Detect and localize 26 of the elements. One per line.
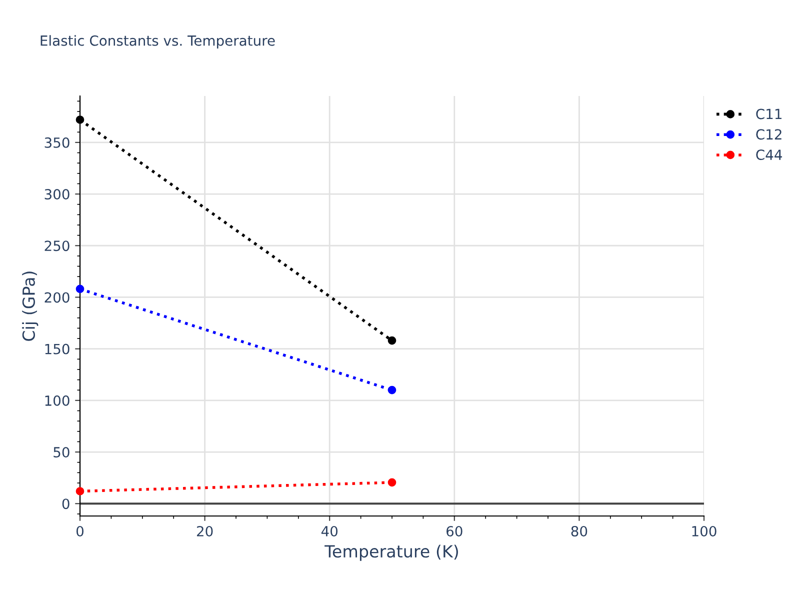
x-tick-label: 80 [571, 526, 588, 536]
point [76, 116, 84, 124]
x-tick-label: 100 [692, 526, 716, 536]
point [388, 478, 396, 487]
point [388, 386, 396, 394]
legend-label: C11 [756, 108, 782, 120]
y-tick-label: 50 [54, 446, 70, 458]
y-tick-label: 0 [62, 498, 70, 510]
y-tick-label: 150 [45, 344, 70, 354]
y-tick-label: 350 [44, 137, 70, 148]
x-tick-label: 60 [446, 526, 462, 536]
y-axis-title: Cij (GPa) [22, 272, 38, 341]
chart-title: Elastic Constants vs. Temperature [40, 35, 275, 49]
x-tick-label: 40 [321, 526, 338, 536]
point [76, 284, 84, 294]
legend-label: C12 [756, 129, 782, 140]
x-tick-label: 0 [76, 526, 84, 536]
y-tick-label: 100 [45, 395, 70, 406]
y-tick-label: 250 [44, 240, 70, 252]
y-tick-label: 200 [44, 292, 70, 303]
y-tick-label: 300 [44, 189, 70, 200]
point [76, 487, 84, 496]
point [388, 336, 396, 345]
x-axis-title: Temperature (K) [324, 544, 458, 561]
x-tick-label: 20 [196, 526, 213, 536]
legend-label: C44 [756, 150, 782, 160]
